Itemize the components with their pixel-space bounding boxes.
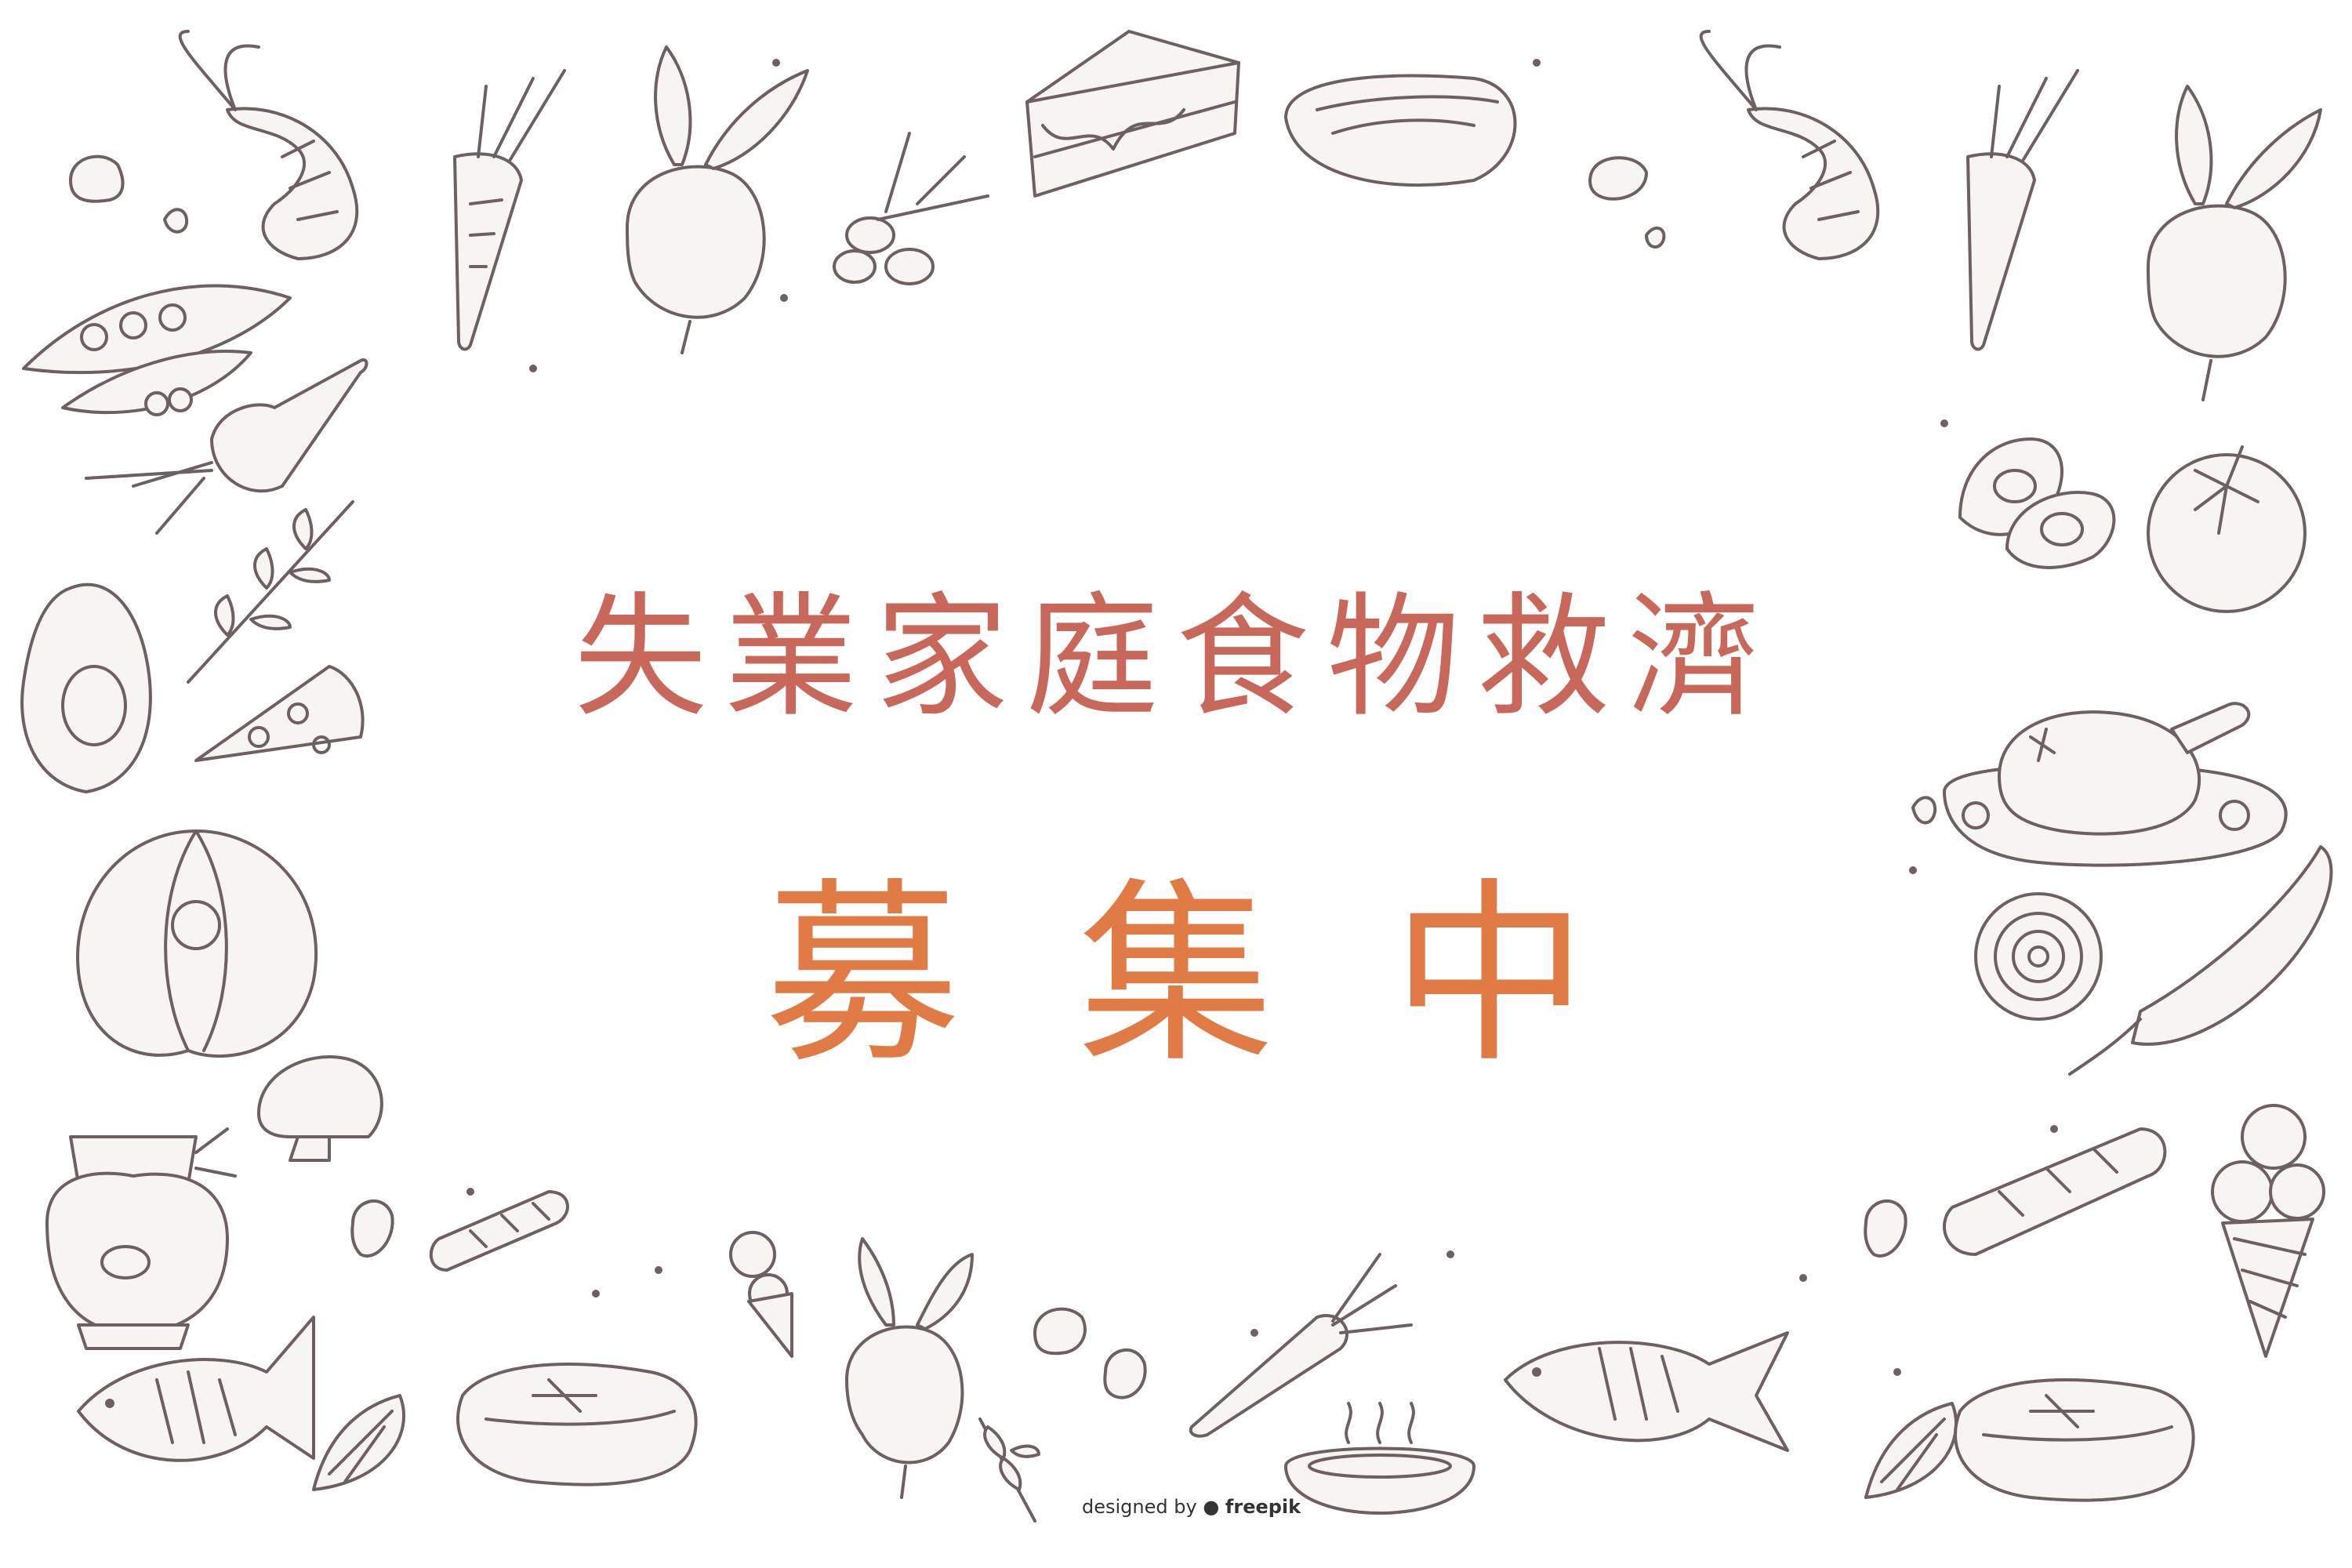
avocado-icon: [20, 583, 152, 793]
attribution: designed by ● freepik: [1082, 1496, 1301, 1518]
carrot-icon: [1189, 1253, 1413, 1438]
hotdog-icon: [1284, 74, 1517, 187]
soup-bowl-icon: [1284, 1402, 1475, 1515]
fish-icon: [1504, 1331, 1789, 1452]
bread-loaf-icon: [1943, 1127, 2167, 1256]
olive-branch-icon: [833, 132, 989, 285]
mushroom-icon: [257, 1055, 383, 1162]
bean-icon: [1033, 1307, 1147, 1399]
bean-icon: [1588, 156, 1666, 249]
lemon-wedge-icon: [312, 1394, 405, 1491]
pumpkin-icon: [76, 829, 318, 1058]
onion-slice-icon: [1974, 892, 2103, 1021]
tomato-icon: [2147, 445, 2307, 613]
attribution-prefix: designed by: [1082, 1496, 1197, 1518]
pizza-slice-icon: [194, 665, 365, 762]
bean-icon: [350, 1200, 394, 1258]
carrot-icon: [1966, 69, 2079, 351]
steak-icon: [456, 1363, 698, 1486]
freepik-logo-icon: ●: [1203, 1496, 1220, 1518]
beet-icon: [845, 1237, 974, 1499]
beet-icon: [2147, 85, 2322, 401]
shrimp-icon: [1699, 30, 1880, 260]
herb-sprig-icon: [187, 500, 354, 684]
headline-line-1: 失業家庭食物救濟: [573, 580, 1778, 735]
egg-halves-icon: [1958, 437, 2116, 569]
beet-icon: [626, 45, 809, 354]
carrot-icon: [85, 358, 368, 535]
lemon-wedge-icon: [1864, 1402, 1958, 1499]
bean-icon: [1864, 1200, 1907, 1258]
honey-jar-icon: [45, 1127, 237, 1350]
cake-slice-icon: [1025, 30, 1240, 198]
bread-loaf-icon: [429, 1190, 569, 1272]
roast-chicken-icon: [1943, 702, 2288, 867]
chili-pepper-icon: [2068, 845, 2333, 1076]
ice-cream-cone-icon: [729, 1231, 793, 1358]
steak-icon: [1954, 1378, 2195, 1502]
pea-pod-icon: [22, 284, 292, 416]
fish-icon: [77, 1316, 315, 1462]
herb-sprig-icon: [978, 1417, 1040, 1523]
attribution-brand: freepik: [1225, 1496, 1301, 1518]
scatter-dots: [466, 59, 2058, 1376]
ice-cream-cone-icon: [2211, 1104, 2325, 1358]
shrimp-icon: [178, 30, 359, 260]
headline-line-2: 募集中: [764, 861, 1705, 1089]
carrot-icon: [453, 69, 566, 351]
bean-icon: [1911, 796, 1937, 825]
bean-icon: [69, 154, 189, 234]
